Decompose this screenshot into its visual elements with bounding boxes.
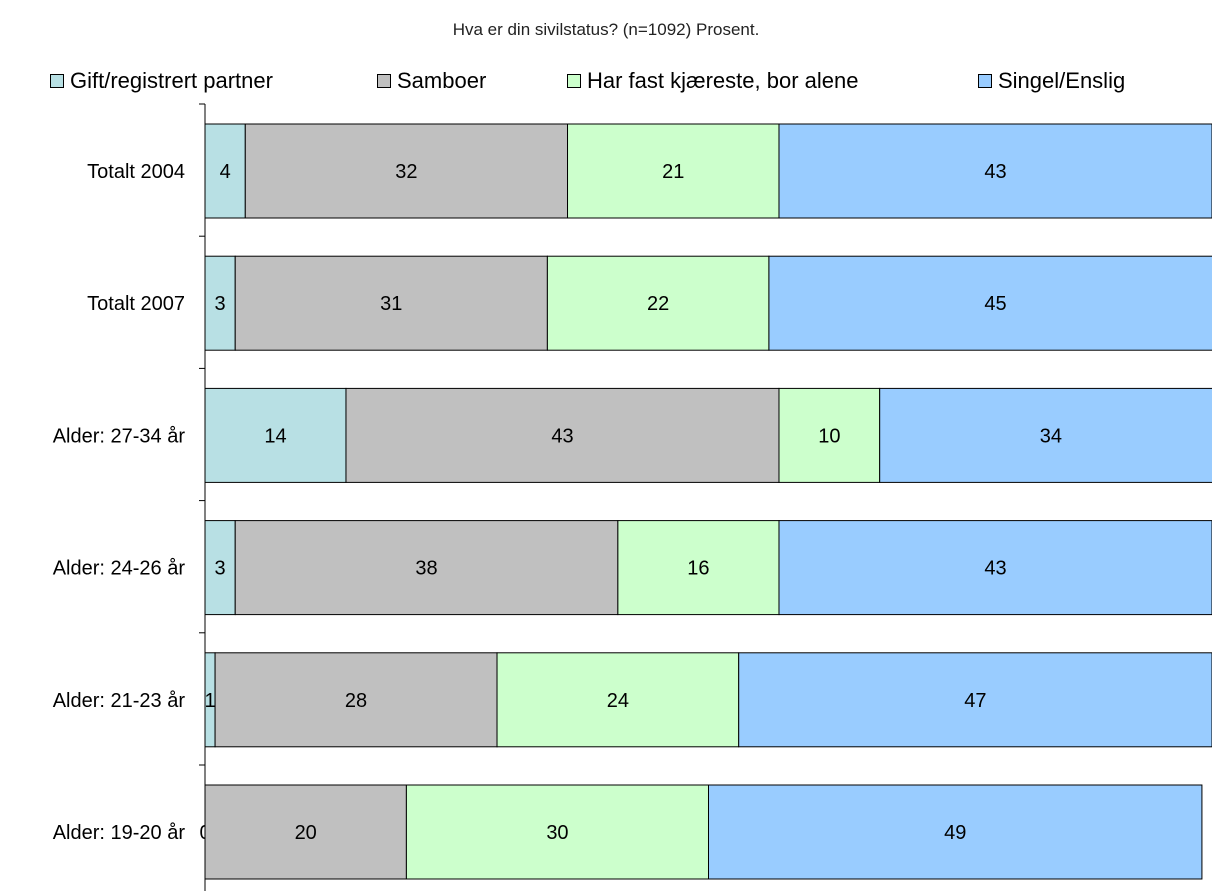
- bar-segment: [778, 123, 1212, 219]
- legend-item-gift: Gift/registrert partner: [50, 68, 273, 94]
- legend-swatch-samboer: [377, 74, 391, 88]
- data-label: 34: [1040, 425, 1062, 447]
- bar-segment: [617, 520, 780, 616]
- bar-segment: [234, 520, 619, 616]
- legend-label-kjaereste: Har fast kjæreste, bor alene: [587, 68, 859, 93]
- bar-segment: [234, 255, 548, 351]
- bar-segment: [778, 520, 1212, 616]
- category-label: Totalt 2007: [87, 293, 185, 315]
- data-label: 1: [204, 690, 215, 712]
- category-label: Alder: 27-34 år: [53, 425, 186, 447]
- data-label: 45: [984, 293, 1006, 315]
- bar-segment: [778, 387, 881, 483]
- legend-label-singel: Singel/Enslig: [998, 68, 1126, 93]
- data-label: 49: [944, 822, 966, 844]
- bar-segment: [204, 255, 236, 351]
- category-label: Alder: 19-20 år: [53, 822, 186, 844]
- legend-swatch-kjaereste: [567, 74, 581, 88]
- bar-segment: [214, 652, 498, 748]
- data-label: 47: [964, 690, 986, 712]
- data-label: 22: [647, 293, 669, 315]
- bar-segment: [496, 652, 740, 748]
- legend-label-gift: Gift/registrert partner: [70, 68, 273, 93]
- data-label: 4: [220, 161, 231, 183]
- bar-segment: [244, 123, 569, 219]
- data-label: 10: [818, 425, 840, 447]
- data-label: 43: [551, 425, 573, 447]
- data-label: 14: [264, 425, 286, 447]
- bar-segment: [204, 123, 246, 219]
- data-label: 3: [215, 293, 226, 315]
- data-label: 38: [415, 558, 437, 580]
- legend-swatch-singel: [978, 74, 992, 88]
- legend: Gift/registrert partner Samboer Har fast…: [50, 68, 1212, 98]
- data-label: 16: [687, 558, 709, 580]
- data-label: 43: [984, 161, 1006, 183]
- data-label: 32: [395, 161, 417, 183]
- bar-segment: [204, 520, 236, 616]
- data-label: 21: [662, 161, 684, 183]
- bar-segment: [768, 255, 1212, 351]
- data-label: 28: [345, 690, 367, 712]
- category-label: Totalt 2004: [87, 161, 185, 183]
- bar-segment: [879, 387, 1212, 483]
- data-label: 43: [984, 558, 1006, 580]
- bar-segment: [546, 255, 770, 351]
- data-label: 3: [215, 558, 226, 580]
- legend-item-singel: Singel/Enslig: [978, 68, 1125, 94]
- bar-segment: [738, 652, 1212, 748]
- chart-title: Hva er din sivilstatus? (n=1092) Prosent…: [452, 20, 760, 39]
- category-label: Alder: 24-26 år: [53, 558, 186, 580]
- data-label: 31: [380, 293, 402, 315]
- legend-swatch-gift: [50, 74, 64, 88]
- data-label: 20: [295, 822, 317, 844]
- bar-segment: [204, 784, 407, 880]
- category-label: Alder: 21-23 år: [53, 690, 186, 712]
- bar-segment: [708, 784, 1203, 880]
- legend-label-samboer: Samboer: [397, 68, 487, 93]
- legend-item-samboer: Samboer: [377, 68, 486, 94]
- data-label: 24: [607, 690, 629, 712]
- data-label: 30: [546, 822, 568, 844]
- legend-item-kjaereste: Har fast kjæreste, bor alene: [567, 68, 858, 94]
